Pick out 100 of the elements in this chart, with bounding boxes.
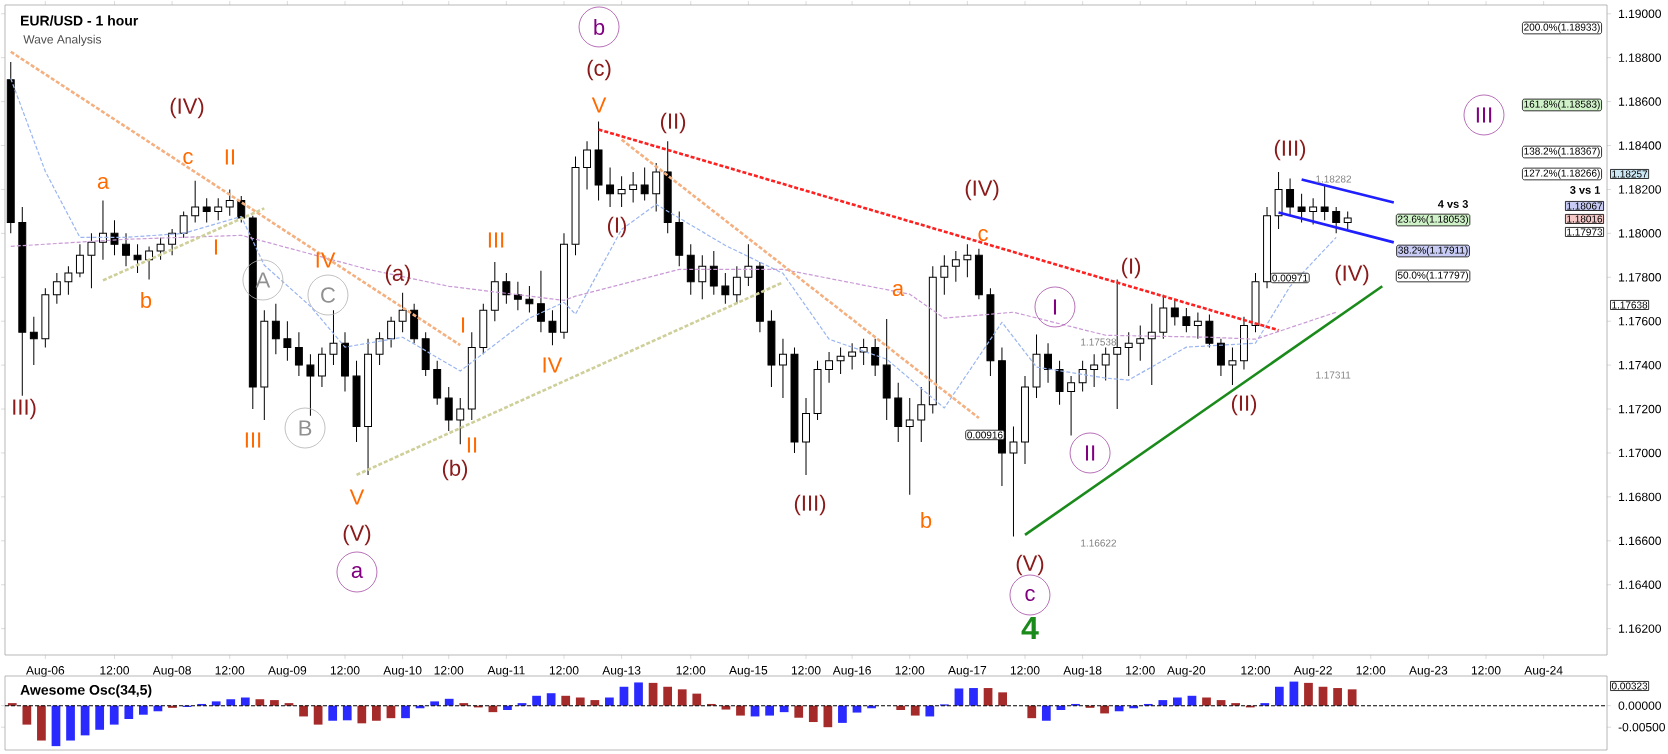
annotation: 1.16622 (1081, 539, 1117, 547)
x-tick-label: 12:00 (215, 666, 245, 675)
bar (1173, 697, 1182, 706)
candlestick (329, 309, 338, 366)
annotation: I (214, 239, 217, 255)
annotation: (I) (607, 216, 626, 238)
bar (648, 682, 658, 706)
x-tick-label: 12:00 (791, 666, 821, 675)
bar (838, 705, 847, 723)
bar (779, 705, 789, 713)
annotation: III (245, 432, 261, 448)
y-tick-label: 0.00000 (1618, 701, 1661, 710)
annotation: 1.18282 (1316, 175, 1352, 183)
y-tick-label: 1.17600 (1619, 316, 1661, 326)
candlestick (225, 188, 234, 217)
x-tick-label: Aug-15 (729, 666, 768, 677)
candlestick (779, 338, 787, 399)
text: 1.18257 (1612, 170, 1648, 178)
candlestick (271, 303, 280, 355)
candlestick (1309, 197, 1318, 226)
bar (109, 705, 119, 725)
bar (357, 705, 367, 724)
bar (910, 705, 920, 716)
annotation: c (1025, 588, 1035, 602)
annotation: IV (316, 252, 336, 268)
x-tick-label: Aug-06 (26, 666, 65, 677)
candlestick (1228, 347, 1237, 386)
candlestick (871, 338, 880, 377)
x-tick-label: Aug-18 (1063, 666, 1102, 677)
annotation: I (1053, 299, 1056, 315)
annotation: II (467, 437, 477, 453)
annotation: a (351, 565, 364, 579)
text: EUR/USD - 1 hour (21, 15, 139, 26)
bar (328, 705, 338, 721)
candlestick (179, 210, 188, 239)
bar (1202, 697, 1211, 706)
annotation: (I) (1122, 257, 1141, 279)
annotation: II (225, 149, 234, 165)
x-tick-label: 12:00 (1241, 666, 1271, 675)
bar (532, 695, 541, 706)
candlestick (1044, 342, 1052, 384)
y-tick-label: 1.18800 (1619, 53, 1661, 62)
annotation: (III) (1274, 139, 1306, 161)
y-tick-label: 1.17800 (1619, 273, 1661, 282)
annotation: II (1085, 445, 1095, 461)
candlestick (859, 338, 868, 366)
bar (634, 682, 643, 706)
candlestick (536, 270, 545, 333)
y-tick-label: 1.18200 (1619, 185, 1661, 194)
annotation: 1.17973 (1567, 228, 1603, 236)
x-tick-label: Aug-11 (487, 666, 525, 677)
candlestick (1320, 184, 1329, 221)
annotation: (III) (794, 494, 826, 516)
y-tick-label: 1.16400 (1619, 580, 1661, 589)
annotation: III) (13, 398, 36, 420)
annotation: 200.0%(1.18933) (1524, 23, 1600, 33)
annotation: 161.8%(1.18583) (1524, 100, 1600, 110)
candlestick (398, 292, 407, 333)
bar (663, 686, 673, 706)
annotation: (b) (442, 459, 468, 481)
annotation: (V) (1016, 554, 1044, 576)
bar (1347, 689, 1357, 706)
bar (138, 705, 148, 715)
x-tick-label: 12:00 (100, 666, 130, 675)
bar (794, 705, 804, 718)
candlestick (583, 140, 591, 190)
annotation: V (591, 97, 607, 113)
annotation: 4 (1021, 617, 1039, 640)
y-tick-label: 1.16200 (1619, 624, 1661, 633)
annotation: 127.2%(1.18266) (1524, 169, 1600, 179)
annotation: (II) (1231, 394, 1257, 416)
text: 0.00323 (1611, 682, 1648, 690)
candlestick (294, 331, 303, 377)
annotation: C (321, 287, 336, 303)
bar (503, 705, 512, 710)
bar (299, 705, 308, 717)
bar (66, 705, 75, 741)
bar (444, 698, 454, 706)
bar (736, 705, 745, 716)
candlestick (732, 265, 741, 305)
x-tick-label: 12:00 (549, 666, 579, 675)
x-tick-label: 12:00 (1356, 666, 1386, 675)
bar (605, 697, 614, 706)
bar (954, 688, 964, 706)
bar (37, 705, 46, 741)
bar (808, 705, 818, 723)
candlestick (629, 171, 638, 204)
annotation: 138.2%(1.18367) (1524, 147, 1600, 157)
candlestick (191, 180, 200, 223)
candlestick (836, 347, 845, 375)
y-tick-label: 1.18600 (1619, 97, 1661, 106)
candlestick (456, 397, 465, 445)
y-tick-label: 1.19000 (1619, 9, 1661, 19)
candlestick (1170, 298, 1179, 327)
y-tick-label: 1.17000 (1619, 448, 1661, 458)
bar (852, 705, 862, 713)
y-tick-label: 1.16600 (1619, 536, 1661, 546)
candlestick (283, 320, 292, 362)
bar (1333, 688, 1342, 706)
candlestick (963, 243, 972, 278)
